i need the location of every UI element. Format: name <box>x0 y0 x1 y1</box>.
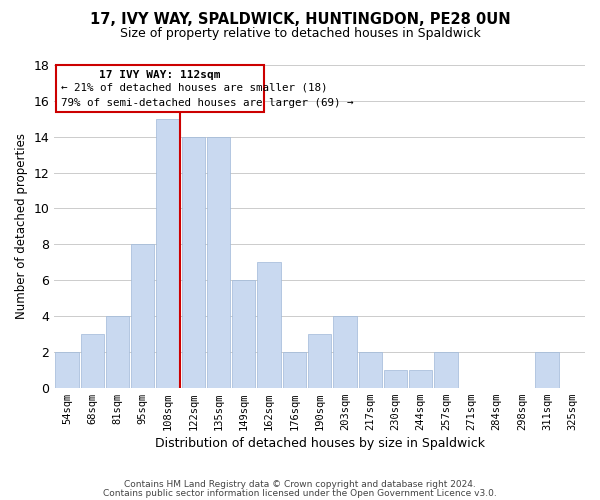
Bar <box>80 334 104 388</box>
Bar <box>131 244 154 388</box>
Text: 79% of semi-detached houses are larger (69) →: 79% of semi-detached houses are larger (… <box>61 98 353 108</box>
Bar <box>207 136 230 388</box>
Bar <box>106 316 129 388</box>
Bar <box>232 280 256 388</box>
Text: 17 IVY WAY: 112sqm: 17 IVY WAY: 112sqm <box>99 70 221 80</box>
Bar <box>333 316 356 388</box>
X-axis label: Distribution of detached houses by size in Spaldwick: Distribution of detached houses by size … <box>155 437 485 450</box>
FancyBboxPatch shape <box>56 65 264 112</box>
Bar <box>535 352 559 388</box>
Bar <box>283 352 306 388</box>
Bar <box>308 334 331 388</box>
Bar <box>359 352 382 388</box>
Bar <box>384 370 407 388</box>
Text: Contains public sector information licensed under the Open Government Licence v3: Contains public sector information licen… <box>103 489 497 498</box>
Bar <box>182 136 205 388</box>
Text: Contains HM Land Registry data © Crown copyright and database right 2024.: Contains HM Land Registry data © Crown c… <box>124 480 476 489</box>
Text: 17, IVY WAY, SPALDWICK, HUNTINGDON, PE28 0UN: 17, IVY WAY, SPALDWICK, HUNTINGDON, PE28… <box>89 12 511 28</box>
Bar <box>55 352 79 388</box>
Y-axis label: Number of detached properties: Number of detached properties <box>15 134 28 320</box>
Text: Size of property relative to detached houses in Spaldwick: Size of property relative to detached ho… <box>119 28 481 40</box>
Text: ← 21% of detached houses are smaller (18): ← 21% of detached houses are smaller (18… <box>61 83 327 93</box>
Bar <box>257 262 281 388</box>
Bar <box>157 119 179 388</box>
Bar <box>434 352 458 388</box>
Bar <box>409 370 433 388</box>
